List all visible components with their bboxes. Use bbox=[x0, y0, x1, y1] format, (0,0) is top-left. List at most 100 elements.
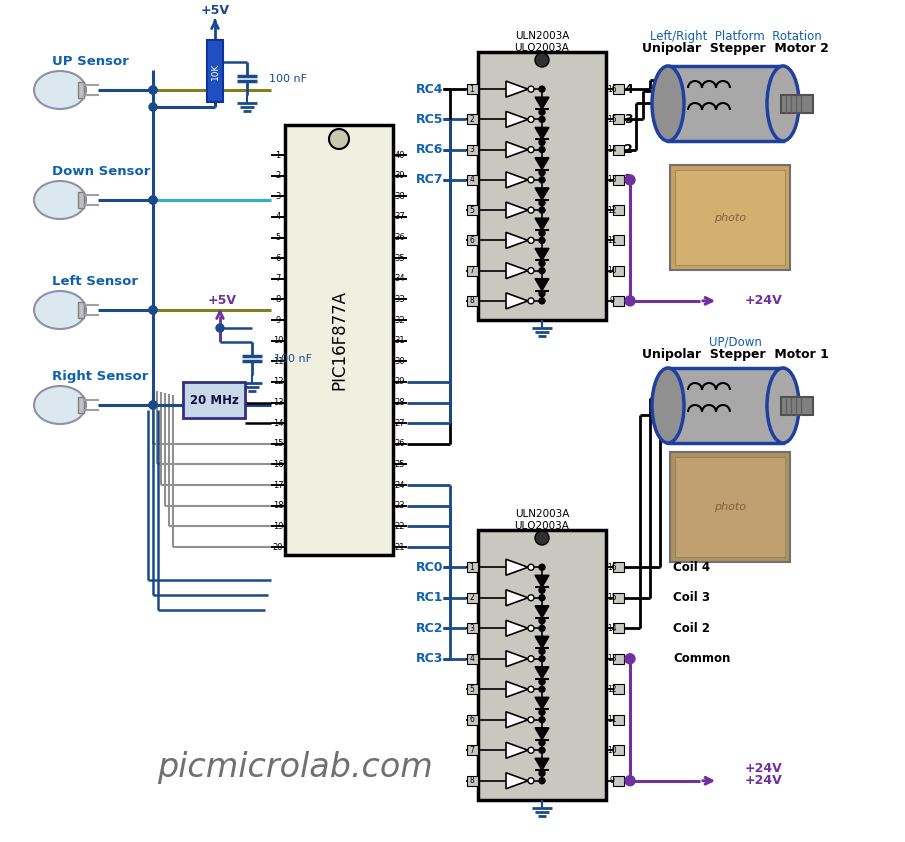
Text: 13: 13 bbox=[607, 654, 617, 663]
Text: Unipolar  Stepper  Motor 2: Unipolar Stepper Motor 2 bbox=[642, 41, 829, 55]
Text: 10K: 10K bbox=[211, 62, 220, 80]
Text: 10: 10 bbox=[607, 266, 617, 275]
Text: 38: 38 bbox=[395, 192, 405, 200]
Text: 33: 33 bbox=[395, 295, 405, 304]
Bar bbox=[675, 170, 785, 265]
Circle shape bbox=[539, 686, 545, 692]
Ellipse shape bbox=[34, 291, 86, 329]
Ellipse shape bbox=[535, 531, 549, 545]
Text: 10: 10 bbox=[607, 746, 617, 754]
Polygon shape bbox=[506, 293, 528, 309]
Circle shape bbox=[149, 196, 157, 204]
Text: 34: 34 bbox=[395, 274, 405, 283]
Text: RC5: RC5 bbox=[415, 113, 443, 125]
Text: 5: 5 bbox=[470, 685, 474, 694]
Text: UP/Down: UP/Down bbox=[709, 335, 762, 349]
Text: 11: 11 bbox=[272, 357, 283, 365]
Text: 20 MHz: 20 MHz bbox=[189, 393, 238, 407]
Circle shape bbox=[149, 401, 157, 409]
Bar bbox=[478, 530, 606, 800]
Ellipse shape bbox=[767, 368, 799, 443]
Polygon shape bbox=[506, 263, 528, 279]
Text: 1: 1 bbox=[275, 151, 281, 159]
Ellipse shape bbox=[652, 66, 684, 141]
Text: 37: 37 bbox=[395, 212, 405, 221]
Circle shape bbox=[539, 268, 545, 274]
Text: RC6: RC6 bbox=[415, 143, 443, 156]
Circle shape bbox=[528, 237, 534, 243]
Ellipse shape bbox=[535, 53, 549, 67]
Text: Down Sensor: Down Sensor bbox=[52, 164, 150, 178]
Circle shape bbox=[539, 656, 545, 662]
Text: 14: 14 bbox=[607, 145, 617, 154]
Text: 3: 3 bbox=[470, 624, 474, 632]
Polygon shape bbox=[506, 681, 528, 697]
Text: 7: 7 bbox=[470, 266, 474, 275]
Circle shape bbox=[539, 230, 545, 236]
Text: 7: 7 bbox=[275, 274, 281, 283]
Text: 100 nF: 100 nF bbox=[269, 74, 307, 84]
Text: 14: 14 bbox=[607, 624, 617, 632]
Circle shape bbox=[539, 626, 545, 632]
Text: 27: 27 bbox=[395, 418, 405, 428]
Circle shape bbox=[528, 564, 534, 570]
Bar bbox=[668, 368, 783, 443]
Bar bbox=[781, 397, 813, 414]
Ellipse shape bbox=[34, 386, 86, 424]
Text: 5: 5 bbox=[275, 233, 281, 242]
Text: photo: photo bbox=[714, 213, 746, 223]
Text: 4: 4 bbox=[624, 83, 633, 96]
Polygon shape bbox=[535, 97, 549, 109]
Text: 24: 24 bbox=[395, 481, 405, 489]
Text: 8: 8 bbox=[470, 296, 474, 306]
Bar bbox=[613, 623, 624, 633]
Text: Right Sensor: Right Sensor bbox=[52, 370, 148, 382]
Text: Left/Right  Platform  Rotation: Left/Right Platform Rotation bbox=[650, 29, 822, 42]
Circle shape bbox=[539, 564, 545, 570]
Text: 8: 8 bbox=[275, 295, 281, 304]
Polygon shape bbox=[506, 141, 528, 157]
Text: 5: 5 bbox=[470, 205, 474, 215]
Bar bbox=[466, 775, 478, 786]
Circle shape bbox=[539, 109, 545, 115]
Text: 31: 31 bbox=[395, 336, 405, 345]
Text: 1: 1 bbox=[470, 85, 474, 93]
Text: picmicrolab.com: picmicrolab.com bbox=[157, 752, 433, 785]
Circle shape bbox=[528, 116, 534, 122]
Text: +5V: +5V bbox=[207, 294, 236, 306]
Circle shape bbox=[149, 103, 157, 111]
Circle shape bbox=[528, 298, 534, 304]
Bar bbox=[466, 115, 478, 125]
Text: Coil 2: Coil 2 bbox=[673, 621, 710, 635]
Circle shape bbox=[528, 177, 534, 183]
Text: 1: 1 bbox=[470, 562, 474, 572]
Bar bbox=[466, 593, 478, 603]
Polygon shape bbox=[535, 575, 549, 587]
Circle shape bbox=[528, 778, 534, 784]
Text: 21: 21 bbox=[395, 542, 405, 552]
Polygon shape bbox=[506, 172, 528, 188]
Circle shape bbox=[539, 116, 545, 122]
Circle shape bbox=[539, 587, 545, 594]
Bar bbox=[466, 715, 478, 725]
Text: 26: 26 bbox=[395, 440, 405, 448]
Text: 15: 15 bbox=[607, 594, 617, 602]
Circle shape bbox=[528, 268, 534, 274]
Text: RC3: RC3 bbox=[415, 653, 443, 665]
Bar bbox=[613, 715, 624, 725]
Polygon shape bbox=[506, 711, 528, 727]
Text: 12: 12 bbox=[607, 685, 616, 694]
Bar bbox=[613, 296, 624, 306]
Text: 100 nF: 100 nF bbox=[274, 354, 312, 364]
Circle shape bbox=[528, 594, 534, 600]
Polygon shape bbox=[506, 81, 528, 97]
Text: 2: 2 bbox=[624, 143, 633, 156]
Text: RC7: RC7 bbox=[415, 173, 443, 186]
Text: 11: 11 bbox=[607, 236, 616, 245]
Bar bbox=[78, 192, 84, 208]
Polygon shape bbox=[506, 621, 528, 637]
Bar bbox=[466, 653, 478, 663]
Text: Left Sensor: Left Sensor bbox=[52, 274, 138, 287]
Circle shape bbox=[539, 770, 545, 776]
Text: 3: 3 bbox=[624, 113, 633, 125]
